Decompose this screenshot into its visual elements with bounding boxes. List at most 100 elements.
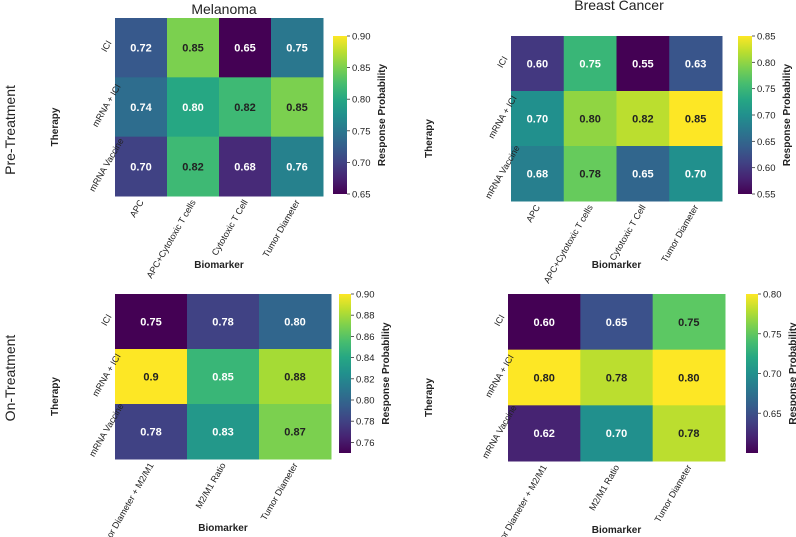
- colorbar-tick-label: 0.65: [763, 409, 782, 420]
- heatmap-cell: [219, 18, 272, 78]
- cell-value-label: 0.76: [286, 161, 307, 173]
- heatmap-cell: [669, 91, 723, 147]
- heatmap-cell: [115, 349, 188, 405]
- cell-value-label: 0.80: [284, 317, 305, 329]
- cell-value-label: 0.63: [685, 59, 706, 71]
- cell-value-label: 0.75: [140, 317, 161, 329]
- cell-value-label: 0.60: [527, 59, 548, 71]
- heatmap-cell: [167, 136, 220, 197]
- heatmap-cell: [511, 146, 565, 202]
- colorbar-tick-label: 0.90: [352, 32, 371, 43]
- colorbar-tick-label: 0.55: [757, 190, 776, 201]
- heatmap-cell: [616, 91, 670, 147]
- cell-value-label: 0.75: [286, 43, 307, 55]
- colorbar: [746, 294, 758, 453]
- colorbar-tick-label: 0.84: [356, 353, 375, 364]
- cell-value-label: 0.82: [234, 102, 255, 114]
- colorbar: [333, 36, 347, 194]
- x-tick-label: Cytotoxic T Cell: [608, 203, 648, 262]
- x-tick-label: Tumor Diameter: [261, 198, 302, 259]
- heatmap-cell: [652, 405, 726, 462]
- y-tick-label: ICI: [492, 313, 506, 328]
- cell-value-label: 0.85: [182, 43, 203, 55]
- x-tick-label: Cytotoxic T Cell: [210, 198, 250, 257]
- colorbar-tick-label: 0.80: [356, 396, 375, 407]
- colorbar-tick-label: 0.80: [352, 95, 371, 106]
- x-tick-label: APC+Cytotoxic T cells: [145, 198, 198, 280]
- heatmap-cell: [580, 349, 654, 406]
- colorbar-tick-label: 0.80: [757, 58, 776, 69]
- colorbar-tick-label: 0.65: [352, 190, 371, 201]
- heatmap-cell: [187, 349, 260, 405]
- heatmap-cell: [259, 294, 332, 350]
- cell-value-label: 0.62: [533, 428, 554, 440]
- x-tick-label: APC+Cytotoxic T cells: [542, 203, 595, 285]
- column-title-breast-cancer: Breast Cancer: [574, 0, 664, 13]
- heatmap-cell: [508, 294, 581, 351]
- colorbar-tick-label: 0.60: [757, 163, 776, 174]
- x-tick-label: APC: [524, 203, 542, 224]
- cell-value-label: 0.72: [130, 43, 151, 55]
- heatmap-cell: [271, 136, 324, 197]
- y-tick-label: ICI: [99, 313, 113, 328]
- cell-value-label: 0.68: [527, 169, 548, 181]
- y-axis-label: Therapy: [424, 119, 435, 158]
- heatmap-cell: [167, 77, 220, 138]
- heatmap-cell: [259, 404, 332, 460]
- heatmap-cell: [219, 77, 272, 138]
- colorbar-tick-label: 0.76: [356, 438, 375, 449]
- heatmap-cell: [508, 405, 581, 462]
- colorbar-tick-label: 0.75: [352, 126, 371, 137]
- cell-value-label: 0.9: [143, 372, 158, 384]
- colorbar-tick-label: 0.88: [356, 311, 375, 322]
- cell-value-label: 0.75: [579, 59, 600, 71]
- x-axis-label: Biomarker: [194, 260, 244, 271]
- heatmap-cell: [167, 18, 220, 78]
- y-axis-label: Therapy: [50, 377, 61, 416]
- cell-value-label: 0.80: [182, 102, 203, 114]
- colorbar-tick-label: 0.65: [757, 137, 776, 148]
- heatmap-panel-bc-on: 0.60 0.65 0.750.80 0.78 0.800.62 0.70 0.78ICIm…: [424, 290, 796, 537]
- x-axis-label: Biomarker: [592, 525, 642, 536]
- heatmap-cell: [508, 349, 581, 406]
- cell-value-label: 0.74: [130, 102, 152, 114]
- cell-value-label: 0.68: [234, 161, 255, 173]
- cell-value-label: 0.80: [533, 373, 554, 385]
- cell-value-label: 0.85: [685, 114, 706, 126]
- heatmap-cell: [259, 349, 332, 405]
- y-axis-label: Therapy: [50, 107, 61, 146]
- cell-value-label: 0.55: [632, 59, 653, 71]
- colorbar-tick-label: 0.86: [356, 332, 375, 343]
- heatmap-cell: [271, 18, 324, 78]
- cell-value-label: 0.87: [284, 427, 305, 439]
- heatmap-cell: [616, 36, 670, 92]
- heatmap-cell: [187, 294, 260, 350]
- cell-value-label: 0.70: [606, 428, 627, 440]
- x-tick-label: Tumor Diameter: [659, 203, 700, 264]
- heatmap-cell: [563, 146, 617, 202]
- colorbar-tick-label: 0.75: [757, 84, 776, 95]
- heatmap-cell: [669, 36, 723, 92]
- x-tick-label: Tumor Diameter: [653, 463, 694, 524]
- heatmap-panel-mel-on: 0.75 0.78 0.800.9 0.85 0.880.78 0.83 0.87ICImR…: [50, 290, 392, 537]
- cell-value-label: 0.85: [212, 372, 233, 384]
- x-tick-label: Tumor Diameter + M2/M1: [96, 461, 156, 537]
- x-tick-label: Tumor Diameter + M2/M1: [489, 463, 549, 537]
- cell-value-label: 0.78: [579, 169, 600, 181]
- cell-value-label: 0.70: [130, 161, 151, 173]
- cell-value-label: 0.82: [182, 161, 203, 173]
- heatmap-cell: [511, 91, 565, 147]
- heatmap-cell: [580, 294, 654, 351]
- x-axis-label: Biomarker: [198, 523, 248, 534]
- heatmap-panel-mel-pre: 0.72 0.85 0.65 0.75 0.74 0.80 0.82 0.85 0.70 0.82…: [50, 18, 388, 280]
- column-title-melanoma: Melanoma: [191, 1, 257, 17]
- row-label-pre-treatment: Pre-Treatment: [2, 85, 18, 175]
- cell-value-label: 0.83: [212, 427, 233, 439]
- cell-value-label: 0.80: [678, 373, 699, 385]
- heatmap-cell: [669, 146, 723, 202]
- colorbar-tick-label: 0.85: [757, 32, 776, 43]
- cell-value-label: 0.70: [685, 169, 706, 181]
- cell-value-label: 0.65: [234, 43, 255, 55]
- colorbar-label: Response Probability: [377, 63, 388, 166]
